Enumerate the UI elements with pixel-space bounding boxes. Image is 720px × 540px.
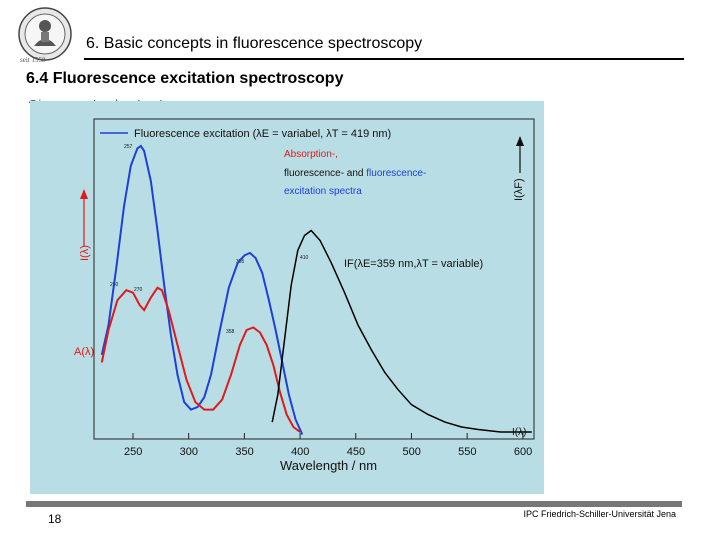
emission-curve-label: IF(λE=359 nm,λT = variable) bbox=[344, 258, 483, 270]
absorbance-axis-label: I(λ) bbox=[79, 245, 91, 261]
university-seal-logo bbox=[18, 7, 72, 61]
peak-label-355: 355 bbox=[236, 259, 245, 265]
x-tick-label-300: 300 bbox=[180, 446, 198, 458]
legend-fluorescence-excitation-text: fluorescence- bbox=[366, 168, 426, 179]
slide-header-title: 6. Basic concepts in fluorescence spectr… bbox=[86, 35, 423, 52]
legend-absorption-label: Absorption-, bbox=[284, 149, 338, 160]
x-axis-label: Wavelength / nm bbox=[280, 458, 377, 473]
footer-divider bbox=[26, 501, 682, 507]
absorption-spectrum-line bbox=[100, 286, 301, 433]
absorbance-axis-arrow bbox=[80, 189, 88, 246]
legend-fluorescence-text: fluorescence- and bbox=[284, 168, 366, 179]
x-axis-ticks: 250 300 350 400 450 500 550 600 bbox=[124, 433, 532, 458]
x-tick-label-450: 450 bbox=[347, 446, 365, 458]
spectra-chart: I(λ) I(λF) 250 300 350 400 450 500 550 600 Wave… bbox=[30, 101, 544, 494]
fluorescence-axis-label: I(λF) bbox=[513, 178, 525, 201]
x-tick-label-350: 350 bbox=[235, 446, 253, 458]
chart-background bbox=[30, 101, 544, 494]
legend-fluorescence-label: fluorescence- and fluorescence- bbox=[284, 168, 426, 179]
excitation-spectrum-line bbox=[100, 144, 304, 435]
logo-year-text: seit 1558 bbox=[20, 56, 46, 64]
x-tick-label-500: 500 bbox=[402, 446, 420, 458]
obscured-text-line: Ci ......:. .L: .h ; L: .L: . bbox=[28, 97, 181, 103]
institution-name: IPC Friedrich-Schiller-Universität Jena bbox=[523, 509, 676, 519]
x-tick-label-400: 400 bbox=[291, 446, 309, 458]
peak-label-410: 410 bbox=[300, 255, 309, 261]
page-number: 18 bbox=[48, 512, 62, 526]
fluorescence-axis-arrow bbox=[516, 136, 524, 173]
peak-label-358: 358 bbox=[226, 329, 235, 335]
emission-symbol-lower: I(λ) bbox=[512, 427, 526, 438]
x-tick-label-600: 600 bbox=[514, 446, 532, 458]
header-divider bbox=[84, 58, 684, 60]
emission-spectrum-line bbox=[271, 229, 532, 433]
plot-frame bbox=[93, 118, 535, 440]
x-tick-label-250: 250 bbox=[124, 446, 142, 458]
legend-spectra-label: excitation spectra bbox=[284, 186, 362, 197]
section-title: 6.4 Fluorescence excitation spectroscopy bbox=[26, 70, 344, 87]
x-tick-label-550: 550 bbox=[458, 446, 476, 458]
absorbance-symbol: A(λ) bbox=[74, 346, 94, 358]
peak-label-257: 257 bbox=[124, 144, 133, 150]
legend-excitation-label: Fluorescence excitation (λE = variabel, … bbox=[134, 128, 391, 140]
peak-label-270: 270 bbox=[134, 287, 143, 293]
